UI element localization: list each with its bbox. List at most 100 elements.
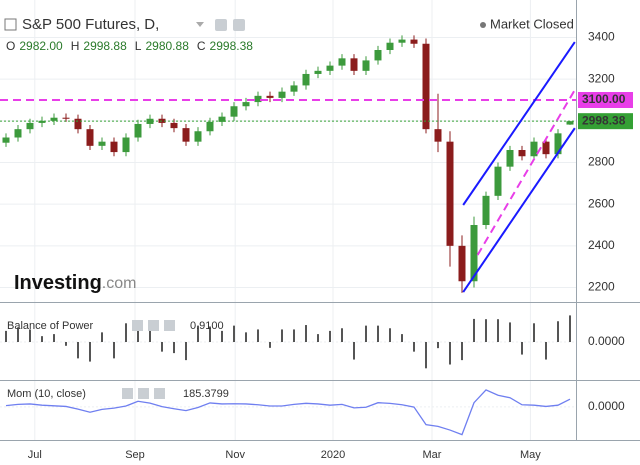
- trend-line: [462, 127, 576, 293]
- panel-marks: [5, 315, 571, 369]
- bar: [185, 342, 187, 361]
- y-tick-label: 3400: [588, 30, 615, 44]
- bar: [377, 325, 379, 342]
- ohlc-key: H: [71, 39, 80, 53]
- bar: [209, 326, 211, 342]
- bar: [5, 330, 7, 342]
- bar: [113, 342, 115, 359]
- bar: [137, 323, 139, 342]
- y-tick-label: 2800: [588, 155, 615, 169]
- bar: [269, 342, 271, 348]
- candle-body: [218, 116, 226, 122]
- candle-body: [206, 121, 214, 132]
- settings-icon[interactable]: [233, 19, 245, 31]
- indicator-icon[interactable]: [122, 388, 133, 399]
- bar: [365, 325, 367, 342]
- bar: [125, 323, 127, 342]
- candle-body: [446, 141, 454, 246]
- bar: [353, 342, 355, 360]
- candle-body: [230, 106, 238, 117]
- indicator-value: 185.3799: [183, 388, 229, 400]
- candle-body: [518, 150, 526, 157]
- indicator-value: 0.9100: [190, 320, 224, 332]
- bar: [233, 325, 235, 342]
- market-status: Market Closed: [490, 16, 574, 31]
- candle-body: [566, 121, 574, 125]
- collapse-icon[interactable]: [4, 18, 17, 31]
- candle-body: [134, 123, 142, 138]
- bar: [389, 328, 391, 342]
- bar: [305, 325, 307, 342]
- candle-body: [278, 91, 286, 98]
- bar: [425, 342, 427, 369]
- x-tick-label: May: [520, 449, 541, 461]
- candle-body: [2, 137, 10, 143]
- y-tick-label: 0.0000: [588, 399, 625, 413]
- y-tick-label: 3200: [588, 71, 615, 85]
- x-tick-label: 2020: [321, 449, 345, 461]
- candle-body: [458, 245, 466, 282]
- price-tag-label: 3100.00: [582, 92, 626, 106]
- x-tick-label: Sep: [125, 449, 145, 461]
- bar: [461, 342, 463, 361]
- candle-body: [530, 141, 538, 157]
- bar: [485, 319, 487, 342]
- candle-body: [374, 50, 382, 61]
- candle-body: [350, 58, 358, 71]
- trend-line: [476, 89, 576, 256]
- bar: [281, 329, 283, 342]
- candle-body: [410, 39, 418, 44]
- candle-body: [266, 95, 274, 98]
- bar: [101, 332, 103, 342]
- bar: [509, 322, 511, 342]
- bar: [413, 342, 415, 352]
- ohlc-value: 2998.88: [83, 39, 127, 53]
- price-tag: [578, 113, 633, 130]
- bar: [41, 336, 43, 342]
- x-tick-label: Mar: [423, 449, 442, 461]
- bar: [173, 342, 175, 354]
- y-tick-label: 2200: [588, 280, 615, 294]
- indicator-icon[interactable]: [138, 388, 149, 399]
- bar: [401, 334, 403, 342]
- bar: [53, 334, 55, 342]
- bar: [257, 329, 259, 342]
- indicator-icon[interactable]: [132, 320, 143, 331]
- candle-body: [434, 129, 442, 142]
- ohlc-key: O: [6, 39, 15, 53]
- chart-title: S&P 500 Futures, D,: [22, 16, 159, 33]
- candle-body: [242, 102, 250, 107]
- indicator-icon[interactable]: [154, 388, 165, 399]
- candle-body: [14, 129, 22, 138]
- indicator-icon[interactable]: [148, 320, 159, 331]
- bar: [521, 342, 523, 355]
- ohlc-key: C: [197, 39, 206, 53]
- logo: Investing.com: [14, 272, 136, 294]
- candle-body: [194, 131, 202, 142]
- candle-body: [74, 118, 82, 130]
- bar: [569, 315, 571, 342]
- candle-body: [314, 70, 322, 74]
- indicator-icon[interactable]: [164, 320, 175, 331]
- candle-body: [386, 42, 394, 50]
- panel-marks: [5, 389, 571, 436]
- status-dot: [480, 22, 486, 28]
- bar: [497, 319, 499, 342]
- candle-body: [482, 195, 490, 225]
- bar: [65, 342, 67, 346]
- candle-body: [170, 122, 178, 129]
- dropdown-icon[interactable]: [196, 22, 204, 27]
- y-tick-label: 2400: [588, 238, 615, 252]
- candle-body: [122, 137, 130, 153]
- bar: [329, 330, 331, 342]
- bar: [89, 342, 91, 362]
- candle-body: [542, 141, 550, 155]
- ohlc-value: 2982.00: [19, 39, 63, 53]
- y-tick-label: 0.0000: [588, 334, 625, 348]
- candle-body: [326, 65, 334, 71]
- candle-body: [494, 166, 502, 196]
- settings-icon[interactable]: [215, 19, 227, 31]
- ohlc-key: L: [135, 39, 142, 53]
- candle-body: [86, 129, 94, 146]
